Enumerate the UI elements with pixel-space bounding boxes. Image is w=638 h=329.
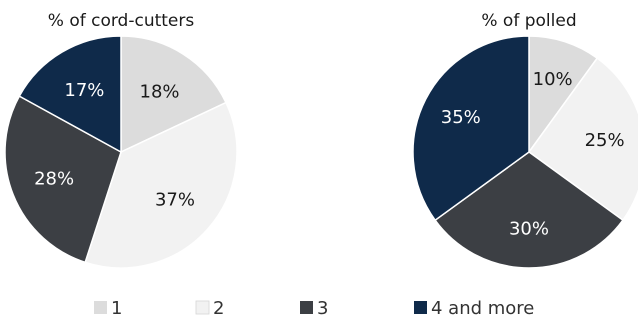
pie-slice-label: 37% <box>155 190 195 211</box>
pie-chart-polled: % of polled 10% 25% 30% 35% <box>412 11 638 269</box>
chart-title-polled: % of polled <box>481 11 576 31</box>
legend-label: 2 <box>213 298 224 319</box>
pie-slice-3 <box>434 151 624 269</box>
pie-slice-1 <box>528 35 599 155</box>
legend: 1 2 3 4 and more <box>94 298 534 319</box>
legend-label: 3 <box>317 298 328 319</box>
pie-slice-3 <box>4 95 122 264</box>
pie-slice-2 <box>84 101 238 269</box>
pie-labels: 18% 37% 28% 17% <box>34 80 195 210</box>
pie-slice-label: 25% <box>585 130 625 151</box>
chart-title-cord-cutters: % of cord-cutters <box>48 11 195 31</box>
legend-label: 1 <box>111 298 122 319</box>
pie-slice-1 <box>120 35 227 154</box>
pie-slices <box>4 35 238 269</box>
pie-labels: 10% 25% 30% 35% <box>441 69 625 239</box>
pie-slice-2 <box>527 57 638 222</box>
pie-chart-cord-cutters: % of cord-cutters 18% 37% 28% 17% <box>4 11 238 269</box>
pie-slice-label: 17% <box>64 80 104 101</box>
pie-slice-label: 28% <box>34 168 74 189</box>
pie-slice-4-and-more <box>18 35 122 154</box>
pie-slice-label: 18% <box>140 81 180 102</box>
legend-swatch <box>414 301 427 314</box>
legend-swatch <box>195 300 210 315</box>
pie-slice-label: 35% <box>441 107 481 128</box>
legend-label: 4 and more <box>431 298 534 319</box>
pie-slices <box>412 35 638 269</box>
pie-slice-4-and-more <box>412 35 530 222</box>
legend-swatch <box>300 301 313 314</box>
pie-slice-label: 10% <box>533 69 573 90</box>
legend-swatch <box>94 301 107 314</box>
pie-slice-label: 30% <box>509 219 549 240</box>
